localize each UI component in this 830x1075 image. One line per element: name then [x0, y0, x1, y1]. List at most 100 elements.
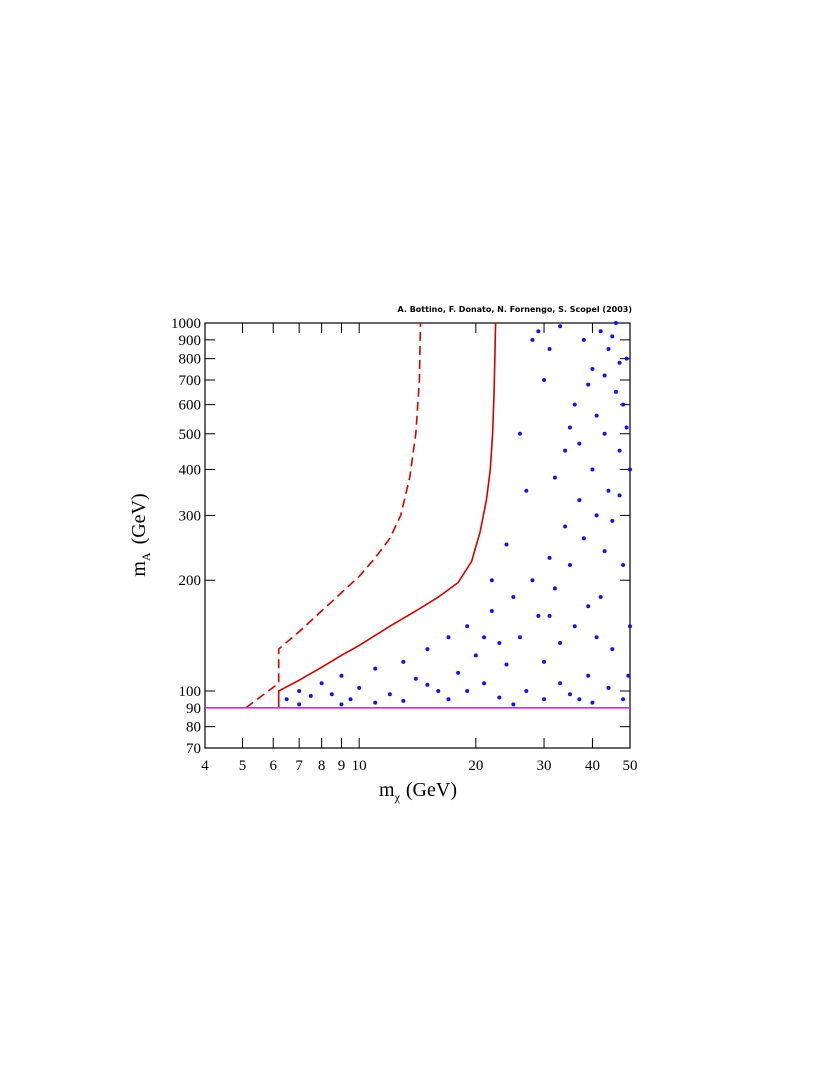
scatter-point: [425, 682, 430, 687]
scatter-point: [590, 366, 595, 371]
scatter-point: [577, 498, 582, 503]
y-tick-label: 1000: [171, 316, 201, 332]
scatter-point: [628, 467, 632, 472]
y-tick-label: 90: [186, 701, 201, 717]
y-label-sub: A: [139, 552, 153, 561]
scatter-point: [586, 382, 591, 387]
scatter-point: [594, 513, 599, 518]
scatter-point: [401, 698, 406, 703]
scatter-point: [602, 431, 607, 436]
scatter-point: [621, 562, 626, 567]
scatter-point: [497, 695, 502, 700]
x-tick-label: 20: [468, 758, 483, 774]
x-tick-label: 8: [318, 758, 326, 774]
scatter-point: [473, 653, 478, 658]
scatter-point: [590, 700, 595, 705]
scatter-point: [339, 702, 344, 707]
scatter-point: [373, 666, 378, 671]
scatter-point: [436, 688, 441, 693]
scatter-point: [465, 688, 470, 693]
scatter-point: [308, 693, 313, 698]
scatter-point: [297, 702, 302, 707]
scatter-point: [610, 518, 615, 523]
y-label-base: m: [128, 561, 150, 577]
scatter-point: [558, 641, 563, 646]
scatter-point: [563, 524, 568, 529]
scatter-point: [489, 608, 494, 613]
scatter-point: [413, 676, 418, 681]
scatter-point: [536, 613, 541, 618]
scatter-point: [542, 659, 547, 664]
scatter-point: [482, 635, 487, 640]
x-tick-label: 5: [239, 758, 247, 774]
scatter-point: [606, 488, 611, 493]
scatter-point: [558, 681, 563, 686]
scatter-point: [284, 697, 289, 702]
scatter-point: [511, 595, 516, 600]
x-tick-label: 10: [352, 758, 367, 774]
scatter-point: [602, 373, 607, 378]
scatter-point: [606, 346, 611, 351]
scatter-point: [613, 389, 618, 394]
scatter-point: [628, 624, 632, 629]
scatter-point: [586, 604, 591, 609]
scatter-point: [530, 337, 535, 342]
y-tick-label: 900: [179, 333, 202, 349]
scatter-point: [517, 635, 522, 640]
scatter-point: [504, 662, 509, 667]
scatter-point: [621, 402, 626, 407]
x-tick-label: 50: [623, 758, 638, 774]
scatter-point: [357, 685, 362, 690]
scatter-point: [547, 555, 552, 560]
y-tick-label: 700: [179, 373, 202, 389]
x-tick-label: 30: [537, 758, 552, 774]
scatter-point: [547, 613, 552, 618]
scatter-point: [567, 425, 572, 430]
scatter-point: [581, 536, 586, 541]
scatter-point: [348, 697, 353, 702]
x-tick-label: 9: [338, 758, 346, 774]
scatter-point: [577, 441, 582, 446]
scatter-point: [594, 635, 599, 640]
x-tick-label: 7: [295, 758, 303, 774]
scatter-point: [610, 647, 615, 652]
scatter-point: [542, 697, 547, 702]
scatter-point: [552, 475, 557, 480]
y-tick-label: 200: [179, 573, 202, 589]
scatter-point: [598, 595, 603, 600]
curve: [277, 322, 497, 708]
scatter-point: [594, 413, 599, 418]
scatter-point: [567, 562, 572, 567]
y-tick-label: 500: [179, 427, 202, 443]
scatter-point: [586, 673, 591, 678]
scatter-point: [536, 329, 541, 334]
x-label-sub: χ: [394, 790, 401, 804]
scatter-point: [621, 697, 626, 702]
scatter-point: [590, 467, 595, 472]
scatter-point: [504, 542, 509, 547]
annotation: A. Bottino, F. Donato, N. Fornengo, S. S…: [398, 305, 632, 314]
scatter-point: [387, 692, 392, 697]
scatter-point: [577, 697, 582, 702]
scatter-point: [373, 700, 378, 705]
scatter-point: [456, 670, 461, 675]
x-label-unit: (GeV): [406, 779, 457, 801]
scatter-point: [425, 647, 430, 652]
scatter-point: [497, 641, 502, 646]
scatter-point: [572, 624, 577, 629]
scatter-point: [626, 673, 631, 678]
scatter-point: [606, 685, 611, 690]
scatter-point: [446, 697, 451, 702]
y-tick-label: 300: [179, 508, 202, 524]
y-label-unit: (GeV): [128, 493, 150, 544]
x-tick-label: 40: [585, 758, 600, 774]
y-tick-label: 70: [186, 741, 201, 757]
scatter-point: [511, 702, 516, 707]
scatter-point: [542, 378, 547, 383]
scatter-point: [482, 681, 487, 686]
scatter-point: [617, 360, 622, 365]
y-tick-label: 800: [179, 352, 202, 368]
scatter-point: [552, 586, 557, 591]
scatter-point: [598, 329, 603, 334]
